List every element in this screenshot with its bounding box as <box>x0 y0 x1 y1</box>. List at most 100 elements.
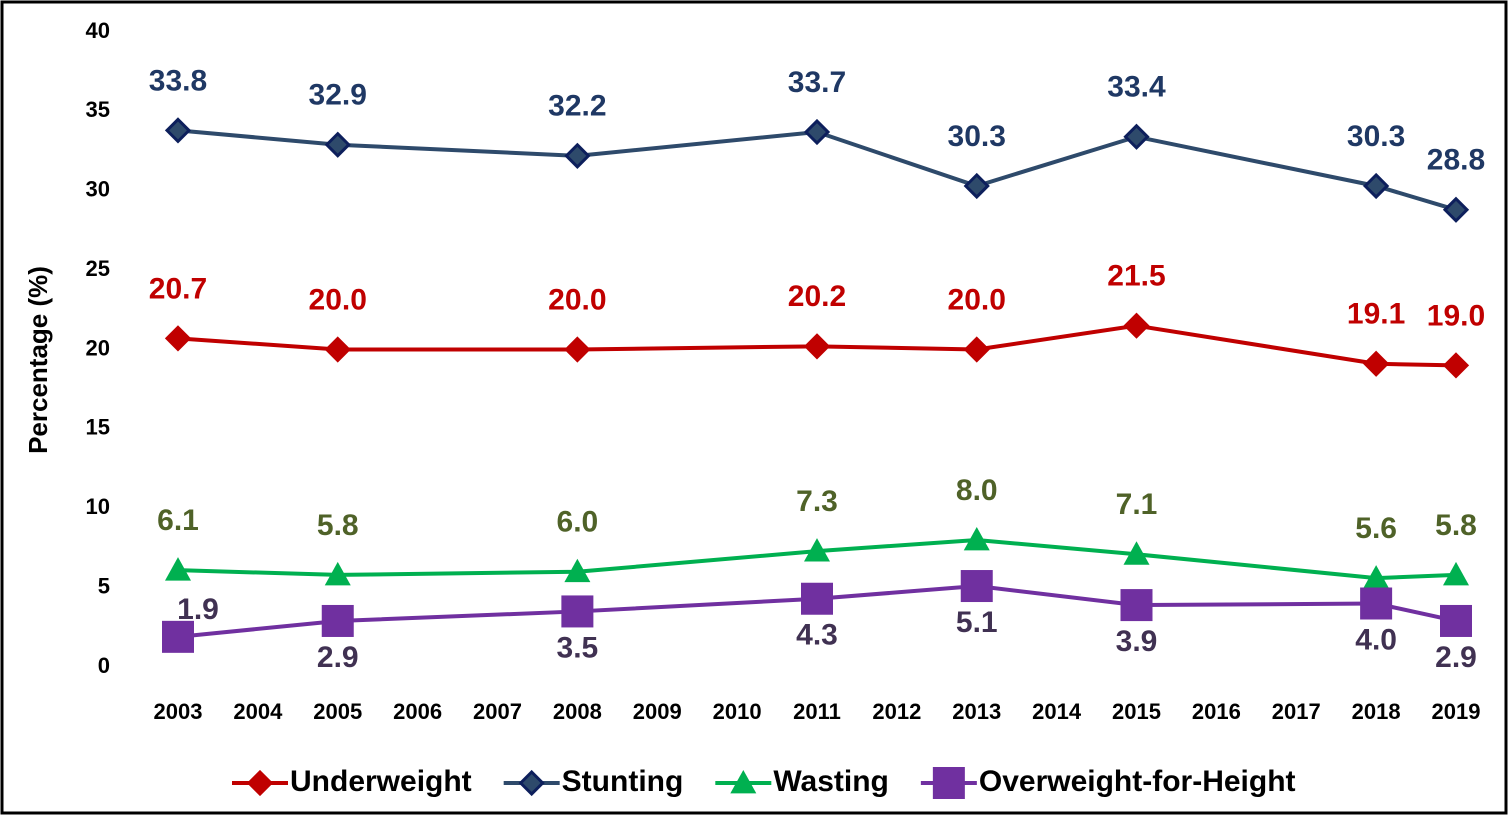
legend-label: Wasting <box>773 765 889 798</box>
data-label: 7.1 <box>1116 488 1158 521</box>
data-point <box>1440 604 1472 637</box>
data-point <box>564 336 591 363</box>
series-line <box>177 323 1457 368</box>
data-point <box>164 325 192 352</box>
data-point <box>561 595 594 628</box>
data-label: 30.3 <box>948 120 1006 153</box>
data-label: 4.0 <box>1355 623 1397 656</box>
data-point <box>165 557 191 581</box>
data-point <box>963 527 990 551</box>
data-point <box>803 118 831 146</box>
data-label: 5.8 <box>317 509 359 542</box>
data-point <box>963 172 990 200</box>
data-label: 3.5 <box>557 631 599 664</box>
data-point <box>1123 312 1150 339</box>
data-label: 4.3 <box>796 619 838 652</box>
data-point <box>1442 352 1470 379</box>
data-point <box>1120 589 1153 622</box>
data-point <box>1123 541 1150 565</box>
data-point <box>804 538 830 562</box>
data-label: 5.6 <box>1355 512 1397 545</box>
data-point <box>324 336 351 363</box>
data-label: 19.1 <box>1347 298 1405 331</box>
x-tick-label: 2015 <box>1112 699 1161 724</box>
x-tick-label: 2017 <box>1272 699 1321 724</box>
data-point <box>803 333 831 360</box>
legend-marker <box>730 770 757 794</box>
data-label: 21.5 <box>1107 260 1165 293</box>
x-tick-label: 2014 <box>1032 699 1082 724</box>
data-label: 33.4 <box>1107 71 1166 104</box>
x-tick-label: 2010 <box>713 699 762 724</box>
legend-marker <box>518 769 545 797</box>
data-label: 32.2 <box>548 90 606 123</box>
x-tick-label: 2013 <box>952 699 1001 724</box>
x-tick-label: 2008 <box>553 699 602 724</box>
data-label: 3.9 <box>1116 625 1158 658</box>
x-tick-label: 2007 <box>473 699 522 724</box>
data-label: 8.0 <box>956 474 998 507</box>
data-point <box>960 570 993 603</box>
data-label: 2.9 <box>1435 641 1477 674</box>
y-tick-label: 35 <box>86 97 110 122</box>
x-tick-label: 2003 <box>154 699 203 724</box>
legend-label: Stunting <box>562 765 684 798</box>
data-point <box>1363 172 1390 200</box>
data-label: 6.0 <box>557 506 599 539</box>
x-tick-label: 2016 <box>1192 699 1241 724</box>
data-point <box>801 582 833 615</box>
data-point <box>1123 123 1150 150</box>
x-tick-label: 2005 <box>313 699 362 724</box>
x-tick-label: 2018 <box>1352 699 1401 724</box>
data-label: 5.8 <box>1435 509 1477 542</box>
y-tick-label: 10 <box>86 494 110 519</box>
data-label: 20.0 <box>948 283 1006 316</box>
data-label: 1.9 <box>177 593 219 626</box>
data-point <box>564 142 591 169</box>
data-point <box>564 558 591 583</box>
data-label: 7.3 <box>796 485 838 518</box>
y-tick-label: 30 <box>86 177 110 202</box>
legend-label: Overweight-for-Height <box>979 765 1296 798</box>
x-tick-label: 2004 <box>233 699 283 724</box>
y-tick-label: 5 <box>98 573 110 598</box>
data-point <box>324 131 351 158</box>
data-label: 5.1 <box>956 606 998 639</box>
data-point <box>164 117 192 144</box>
x-tick-label: 2009 <box>633 699 682 724</box>
x-tick-label: 2011 <box>793 699 841 724</box>
data-label: 20.7 <box>149 272 207 305</box>
series-line <box>177 537 1457 581</box>
x-tick-label: 2019 <box>1432 699 1481 724</box>
data-point <box>1443 561 1469 586</box>
data-label: 32.9 <box>309 79 367 112</box>
data-label: 28.8 <box>1427 144 1485 177</box>
data-point <box>1363 565 1390 589</box>
x-tick-label: 2012 <box>872 699 921 724</box>
y-tick-label: 40 <box>86 18 110 43</box>
legend-label: Underweight <box>290 765 472 798</box>
data-label: 33.8 <box>149 64 207 97</box>
y-tick-label: 15 <box>86 415 110 440</box>
data-label: 20.0 <box>548 283 606 316</box>
y-tick-label: 20 <box>86 335 110 360</box>
data-point <box>324 561 351 586</box>
x-tick-label: 2006 <box>393 699 442 724</box>
series-line <box>177 584 1457 639</box>
data-label: 2.9 <box>317 641 359 674</box>
data-label: 19.0 <box>1427 299 1485 332</box>
data-label: 30.3 <box>1347 120 1405 153</box>
series-line <box>177 128 1457 212</box>
legend-marker <box>932 767 965 799</box>
data-point <box>162 620 194 653</box>
y-axis-label: Percentage (%) <box>23 266 53 454</box>
y-tick-label: 0 <box>98 653 110 678</box>
data-label: 20.2 <box>788 280 846 313</box>
data-label: 33.7 <box>788 66 846 99</box>
data-label: 6.1 <box>157 504 199 537</box>
data-point <box>963 336 990 363</box>
data-point <box>321 604 354 637</box>
data-point <box>1442 196 1470 223</box>
